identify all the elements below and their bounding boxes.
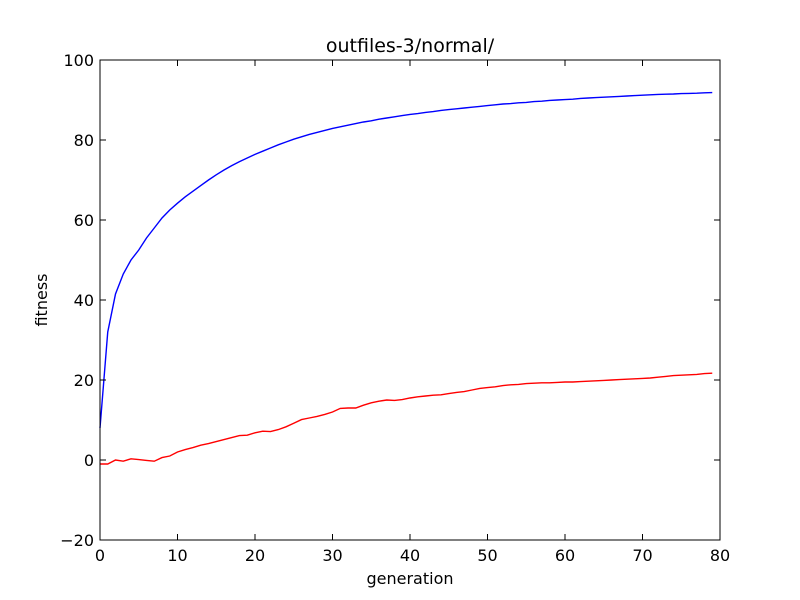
series-line-0 [99,91,713,429]
x-tick-label: 70 [632,546,652,565]
x-tick-label: 60 [555,546,575,565]
y-tick-label: 100 [63,51,94,70]
chart-title: outfiles-3/normal/ [326,35,495,57]
x-tick-label: 40 [400,546,420,565]
x-tick-label: 50 [477,546,497,565]
x-axis-label: generation [366,569,453,588]
x-tick-label: 0 [95,546,105,565]
x-tick-label: 10 [167,546,187,565]
x-tick-label: 20 [245,546,265,565]
y-axis-label: fitness [32,273,51,326]
y-tick-label: 40 [74,291,94,310]
series-line-1 [100,372,713,465]
plot-frame [99,59,721,541]
y-tick-label: 80 [74,131,94,150]
y-tick-label: 60 [74,211,94,230]
y-tick-label: −20 [60,531,94,550]
x-tick-label: 30 [322,546,342,565]
y-tick-label: 0 [84,451,94,470]
x-tick-label: 80 [710,546,730,565]
y-tick-label: 20 [74,371,94,390]
series-layer [99,91,713,465]
